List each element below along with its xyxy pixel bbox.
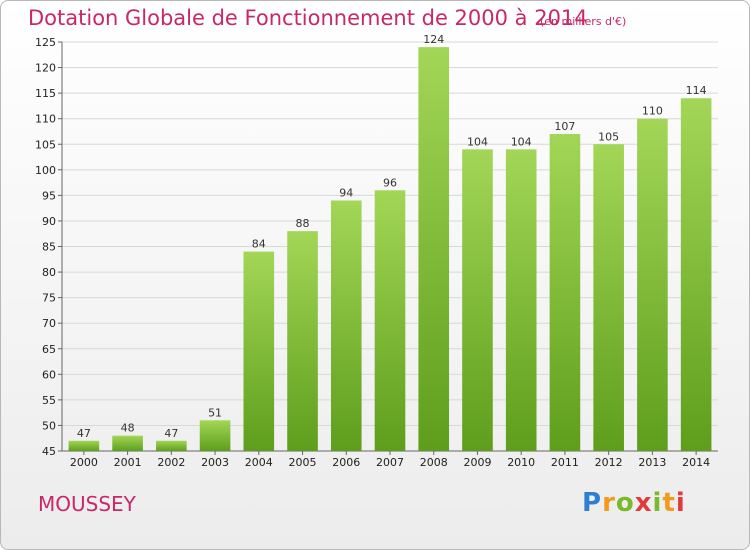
chart-subtitle: (en milliers d'€) <box>540 15 627 28</box>
y-tick-label: 110 <box>35 113 56 126</box>
bar <box>199 420 231 451</box>
y-tick-label: 100 <box>35 164 56 177</box>
bar <box>505 149 537 452</box>
x-tick-label: 2006 <box>332 456 360 469</box>
data-label: 48 <box>121 422 135 435</box>
data-label: 104 <box>511 135 532 148</box>
x-tick-label: 2003 <box>201 456 229 469</box>
labels: 45 50 55 60 65 70 75 80 85 90 95 100 105 110 115 120 125… <box>35 33 710 469</box>
bar <box>462 149 493 452</box>
data-label: 96 <box>383 176 397 189</box>
y-tick-label: 60 <box>42 368 56 381</box>
bar <box>593 144 624 451</box>
data-label: 47 <box>77 427 91 440</box>
data-label: 110 <box>642 105 663 118</box>
x-tick-label: 2009 <box>463 456 491 469</box>
y-tick-label: 75 <box>42 292 56 305</box>
bar <box>330 200 362 451</box>
x-tick-label: 2004 <box>245 456 273 469</box>
x-tick-label: 2008 <box>420 456 448 469</box>
logo-letter: r <box>602 488 616 518</box>
data-label: 84 <box>252 238 266 251</box>
bar <box>112 435 143 451</box>
y-tick-label: 125 <box>35 36 56 49</box>
y-tick-label: 120 <box>35 62 56 75</box>
data-label: 47 <box>164 427 178 440</box>
bar <box>243 251 275 451</box>
y-tick-label: 80 <box>42 266 56 279</box>
data-label: 51 <box>208 406 222 419</box>
data-label: 104 <box>467 135 488 148</box>
bar <box>374 190 406 451</box>
data-label: 105 <box>598 130 619 143</box>
y-tick-label: 45 <box>42 445 56 458</box>
x-tick-label: 2001 <box>114 456 142 469</box>
y-tick-label: 55 <box>42 394 56 407</box>
logo-letter: P <box>582 488 603 518</box>
x-tick-label: 2013 <box>638 456 666 469</box>
logo-letter: i <box>652 488 663 518</box>
data-label: 107 <box>554 120 575 133</box>
x-tick-label: 2012 <box>595 456 623 469</box>
bar <box>287 231 318 451</box>
data-label: 114 <box>686 84 707 97</box>
y-tick-label: 95 <box>42 189 56 202</box>
data-label: 124 <box>423 33 444 46</box>
y-tick-label: 90 <box>42 215 56 228</box>
y-tick-label: 105 <box>35 138 56 151</box>
y-tick-label: 115 <box>35 87 56 100</box>
x-tick-label: 2007 <box>376 456 404 469</box>
x-tick-label: 2010 <box>507 456 535 469</box>
data-label: 88 <box>296 217 310 230</box>
logo-letter: t <box>662 488 676 518</box>
bar <box>418 47 450 452</box>
logo-letter: i <box>675 488 686 518</box>
data-label: 94 <box>339 186 353 199</box>
proxiti-logo[interactable]: Proxiti <box>582 488 686 518</box>
bar <box>549 134 581 451</box>
bar <box>637 118 668 451</box>
bar <box>680 98 712 452</box>
x-tick-label: 2011 <box>551 456 579 469</box>
bars <box>68 47 712 452</box>
logo-letter: x <box>634 488 653 518</box>
y-tick-label: 65 <box>42 343 56 356</box>
y-tick-label: 70 <box>42 317 56 330</box>
bar <box>156 440 187 451</box>
y-tick-label: 85 <box>42 241 56 254</box>
y-tick-label: 50 <box>42 419 56 432</box>
x-tick-label: 2005 <box>289 456 317 469</box>
chart-title: Dotation Globale de Fonctionnement de 20… <box>28 6 588 30</box>
x-tick-label: 2014 <box>682 456 710 469</box>
bar <box>68 440 100 451</box>
logo-letter: o <box>615 488 635 518</box>
x-tick-label: 2002 <box>157 456 185 469</box>
x-tick-label: 2000 <box>70 456 98 469</box>
commune-name: MOUSSEY <box>38 492 136 516</box>
